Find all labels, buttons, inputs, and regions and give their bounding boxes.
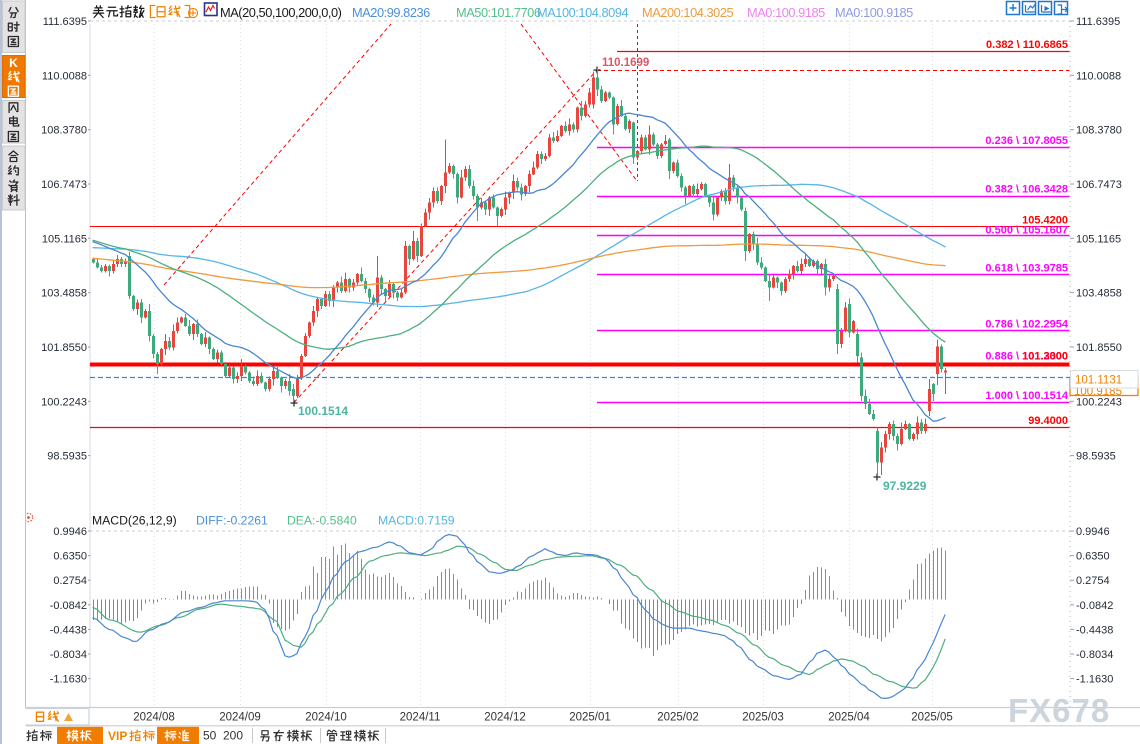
svg-text:MA0:100.9185: MA0:100.9185 xyxy=(835,5,913,20)
svg-text:-0.8034: -0.8034 xyxy=(1076,649,1113,661)
svg-text:MA50:101.7706: MA50:101.7706 xyxy=(456,5,541,20)
svg-text:110.0088: 110.0088 xyxy=(42,70,87,82)
svg-text:0.382 \ 110.6865: 0.382 \ 110.6865 xyxy=(986,39,1068,51)
svg-text:MACD:0.7159: MACD:0.7159 xyxy=(378,514,455,528)
svg-text:111.6395: 111.6395 xyxy=(1076,16,1120,28)
svg-text:101.8550: 101.8550 xyxy=(41,342,87,354)
svg-text:2024/12: 2024/12 xyxy=(484,712,526,724)
svg-text:111.6395: 111.6395 xyxy=(43,16,87,28)
svg-text:MA20:99.8236: MA20:99.8236 xyxy=(352,5,430,20)
svg-text:103.4858: 103.4858 xyxy=(41,288,87,300)
svg-text:106.7473: 106.7473 xyxy=(41,179,87,191)
svg-text:105.1165: 105.1165 xyxy=(1076,233,1121,245)
svg-text:0.9946: 0.9946 xyxy=(53,526,87,538)
svg-text:106.7473: 106.7473 xyxy=(1076,179,1122,191)
svg-text:DIFF:-0.2261: DIFF:-0.2261 xyxy=(196,514,268,528)
svg-text:MA200:104.3025: MA200:104.3025 xyxy=(642,5,734,20)
svg-text:110.0088: 110.0088 xyxy=(1076,70,1121,82)
svg-text:0.886 \ 101.2300: 0.886 \ 101.2300 xyxy=(985,351,1068,363)
svg-text:MA(20,50,100,200,0,0): MA(20,50,100,200,0,0) xyxy=(220,5,342,20)
svg-text:50: 50 xyxy=(203,729,217,743)
svg-text:FX678: FX678 xyxy=(1008,692,1110,729)
svg-text:0.236 \ 107.8055: 0.236 \ 107.8055 xyxy=(985,135,1068,147)
svg-text:2024/09: 2024/09 xyxy=(219,712,261,724)
svg-text:0.9946: 0.9946 xyxy=(1076,526,1110,538)
svg-text:100.2243: 100.2243 xyxy=(41,396,87,408)
svg-text:0.6350: 0.6350 xyxy=(53,551,87,563)
svg-text:0.618 \ 103.9785: 0.618 \ 103.9785 xyxy=(985,262,1068,274)
svg-text:0.500 \ 105.1607: 0.500 \ 105.1607 xyxy=(985,224,1068,236)
svg-text:2024/08: 2024/08 xyxy=(133,712,175,724)
svg-text:-0.4438: -0.4438 xyxy=(50,624,87,636)
svg-text:VIP: VIP xyxy=(108,729,127,743)
svg-text:105.1165: 105.1165 xyxy=(42,233,87,245)
svg-text:103.4858: 103.4858 xyxy=(1076,288,1122,300)
svg-text:200: 200 xyxy=(223,729,243,743)
svg-text:-1.1630: -1.1630 xyxy=(1076,674,1113,686)
svg-text:100.1514: 100.1514 xyxy=(298,404,348,418)
svg-text:97.9229: 97.9229 xyxy=(883,479,927,493)
svg-text:108.3780: 108.3780 xyxy=(1076,125,1122,137)
svg-text:MA100:104.8094: MA100:104.8094 xyxy=(537,5,629,20)
svg-text:-0.4438: -0.4438 xyxy=(1076,624,1113,636)
svg-text:105.4200: 105.4200 xyxy=(1022,214,1068,226)
svg-text:MA0:100.9185: MA0:100.9185 xyxy=(747,5,825,20)
svg-text:0.786 \ 102.2954: 0.786 \ 102.2954 xyxy=(985,318,1068,330)
svg-text:110.1699: 110.1699 xyxy=(602,57,649,69)
svg-text:100.2243: 100.2243 xyxy=(1076,396,1122,408)
svg-text:-0.0842: -0.0842 xyxy=(50,600,87,612)
svg-text:108.3780: 108.3780 xyxy=(41,125,87,137)
svg-text:0.6350: 0.6350 xyxy=(1076,551,1110,563)
svg-text:2024/10: 2024/10 xyxy=(305,712,347,724)
svg-text:0.382 \ 106.3428: 0.382 \ 106.3428 xyxy=(985,184,1068,196)
svg-text:0.2754: 0.2754 xyxy=(1076,575,1110,587)
svg-text:0.2754: 0.2754 xyxy=(53,575,87,587)
svg-text:2025/02: 2025/02 xyxy=(657,712,699,724)
svg-text:99.4000: 99.4000 xyxy=(1028,415,1068,427)
svg-text:DEA:-0.5840: DEA:-0.5840 xyxy=(287,514,357,528)
svg-text:2024/11: 2024/11 xyxy=(400,712,441,724)
svg-text:-1.1630: -1.1630 xyxy=(50,674,87,686)
svg-text:101.8550: 101.8550 xyxy=(1076,342,1122,354)
svg-text:98.5935: 98.5935 xyxy=(1076,451,1116,463)
svg-text:2025/04: 2025/04 xyxy=(828,712,870,724)
svg-text:100.9185: 100.9185 xyxy=(1074,386,1122,398)
svg-text:-0.0842: -0.0842 xyxy=(1076,600,1113,612)
svg-text:1.000 \ 100.1514: 1.000 \ 100.1514 xyxy=(985,390,1068,402)
svg-text:K: K xyxy=(9,56,18,70)
svg-text:2025/05: 2025/05 xyxy=(911,712,953,724)
svg-text:2025/01: 2025/01 xyxy=(569,712,611,724)
svg-text:101.1131: 101.1131 xyxy=(1075,375,1122,387)
svg-text:-0.8034: -0.8034 xyxy=(50,649,87,661)
svg-text:101.3000: 101.3000 xyxy=(1022,351,1068,363)
svg-text:2025/03: 2025/03 xyxy=(742,712,784,724)
svg-text:98.5935: 98.5935 xyxy=(47,451,87,463)
svg-text:MACD(26,12,9): MACD(26,12,9) xyxy=(92,514,177,528)
